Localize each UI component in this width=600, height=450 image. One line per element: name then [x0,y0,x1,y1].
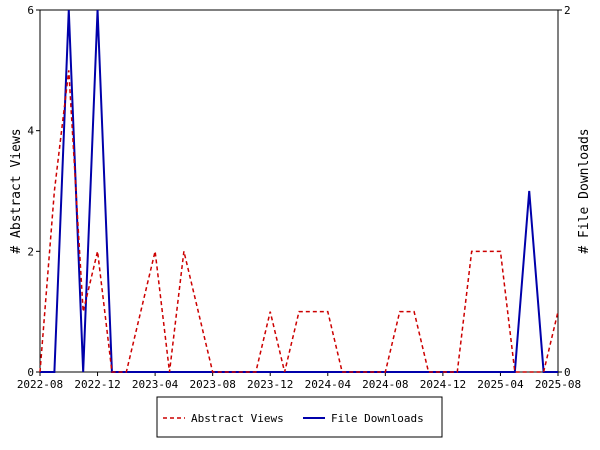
y2-axis-label: # File Downloads [577,128,592,253]
series-line [40,9,558,373]
x-tick-label: 2023-08 [189,378,235,391]
series-line [39,70,559,373]
y-tick-label: 6 [27,4,34,17]
x-tick-label: 2022-12 [74,378,120,391]
y-tick-label: 4 [27,125,34,138]
plot-frame [39,9,559,373]
x-tick-label: 2024-12 [420,378,466,391]
x-tick-label: 2023-12 [247,378,293,391]
legend-label: Abstract Views [191,412,284,425]
x-tick-label: 2022-08 [17,378,63,391]
y-tick-label: 0 [27,366,34,379]
y2-tick-label: 2 [564,4,571,17]
legend-label: File Downloads [331,412,424,425]
x-tick-label: 2025-08 [535,378,581,391]
y2-tick-label: 0 [564,366,571,379]
legend [156,396,443,438]
y-tick-label: 2 [27,245,34,258]
x-tick-label: 2024-08 [362,378,408,391]
x-tick-label: 2025-04 [477,378,524,391]
y-axis-label: # Abstract Views [9,128,24,253]
x-tick-label: 2024-04 [305,378,352,391]
x-tick-label: 2023-04 [132,378,179,391]
